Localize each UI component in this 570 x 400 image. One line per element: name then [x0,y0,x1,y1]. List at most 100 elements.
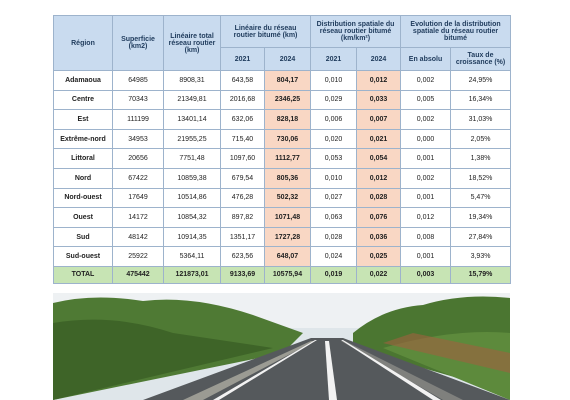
row-label: Nord-ouest [53,187,113,209]
table-cell: 67422 [112,167,164,189]
table-cell: 632,06 [220,109,265,130]
row-label: Ouest [53,207,113,228]
table-cell: 0,063 [310,207,357,228]
table-cell: 0,012 [355,167,402,189]
table-cell: 0,005 [400,89,452,111]
header-cell: Linéaire du réseau routier bitumé (km) [220,15,311,48]
table-cell: 18,52% [450,167,512,189]
table-cell: 679,54 [220,167,265,189]
table-cell: 0,028 [310,226,357,248]
table-cell: 10514,86 [163,187,221,209]
table-cell: 730,06 [264,128,311,150]
table-cell: 0,007 [355,109,402,130]
table-cell: 9133,69 [220,265,265,284]
table-cell: 0,008 [400,226,452,248]
table-cell: 2,05% [450,128,512,150]
table-cell: 0,053 [310,148,357,169]
table-row: Centre 70343 21349,81 2016,68 2346,25 0,029 0,… [53,89,512,111]
row-label: TOTAL [53,265,113,284]
table-cell: 0,003 [400,265,452,284]
table-cell: 0,025 [355,246,402,267]
table-cell: 0,022 [355,265,402,284]
table-row: Nord 67422 10859,38 679,54 805,36 0,010 0,012 0… [53,167,512,189]
table-row: Nord-ouest 17649 10514,86 476,28 502,32 0,027… [53,187,512,209]
table-cell: 8908,31 [163,70,221,91]
table-row: Littoral 20656 7751,48 1097,60 1112,77 0,053 0… [53,148,512,169]
table-cell: 0,012 [400,207,452,228]
table-cell: 48142 [112,226,164,248]
table-cell: 10859,38 [163,167,221,189]
table-cell: 15,79% [450,265,512,284]
header-cell: Evolution de la distribution spatiale du… [400,15,512,48]
table-cell: 475442 [112,265,164,284]
table-cell: 14172 [112,207,164,228]
row-label: Adamaoua [53,70,113,91]
table-cell: 0,006 [310,109,357,130]
table-cell: 897,82 [220,207,265,228]
table-cell: 0,019 [310,265,357,284]
table-cell: 476,28 [220,187,265,209]
table-cell: 0,012 [355,70,402,91]
header-cell: Région [53,15,113,71]
table-row: Extrême-nord 34953 21955,25 715,40 730,06 0,0… [53,128,512,150]
road-photo [53,293,510,400]
row-label: Littoral [53,148,113,169]
table-cell: 5,47% [450,187,512,209]
table-cell: 21349,81 [163,89,221,111]
table-cell: 715,40 [220,128,265,150]
table-cell: 13401,14 [163,109,221,130]
table-cell: 27,84% [450,226,512,248]
row-label: Sud-ouest [53,246,113,267]
table-cell: 502,32 [264,187,311,209]
header-cell: En absolu [400,47,452,71]
table-row: Sud 48142 10914,35 1351,17 1727,28 0,028 0,036… [53,226,512,248]
table-cell: 1097,60 [220,148,265,169]
table-cell: 0,001 [400,148,452,169]
table-cell: 0,002 [400,70,452,91]
table-cell: 31,03% [450,109,512,130]
table-cell: 111199 [112,109,164,130]
table-cell: 0,076 [355,207,402,228]
table-cell: 1,38% [450,148,512,169]
table-cell: 2016,68 [220,89,265,111]
table-cell: 24,95% [450,70,512,91]
table-cell: 805,36 [264,167,311,189]
table-cell: 0,033 [355,89,402,111]
table-cell: 643,58 [220,70,265,91]
header-cell: Taux de croissance (%) [450,47,512,71]
table-cell: 623,56 [220,246,265,267]
table-cell: 121873,01 [163,265,221,284]
table-cell: 1112,77 [264,148,311,169]
data-table: Région Superficie (km2) Linéaire total r… [53,15,512,284]
row-label: Centre [53,89,113,111]
table-cell: 5364,11 [163,246,221,267]
table-cell: 10575,94 [264,265,311,284]
table-cell: 10854,32 [163,207,221,228]
table-cell: 0,001 [400,246,452,267]
row-label: Sud [53,226,113,248]
table-cell: 0,010 [310,70,357,91]
header-cell: Distribution spatiale du réseau routier … [309,15,402,48]
header-cell: Superficie (km2) [112,15,164,71]
table-cell: 10914,35 [163,226,221,248]
table-cell: 21955,25 [163,128,221,150]
table-cell: 0,054 [355,148,402,169]
table-cell: 25922 [112,246,164,267]
table-cell: 3,93% [450,246,512,267]
table-cell: 34953 [112,128,164,150]
table-cell: 20656 [112,148,164,169]
table-cell: 0,029 [310,89,357,111]
header-cell: 2021 [220,47,265,71]
row-label: Nord [53,167,113,189]
table-cell: 1351,17 [220,226,265,248]
header-cell: 2024 [264,47,311,71]
header-cell: 2021 [310,47,357,71]
table-row: Sud-ouest 25922 5364,11 623,56 648,07 0,024 0,… [53,246,512,267]
table-cell: 0,002 [400,167,452,189]
row-label: Extrême-nord [53,128,113,150]
table-cell: 828,18 [264,109,311,130]
table-cell: 0,002 [400,109,452,130]
header-cell: Linéaire total réseau routier (km) [163,15,221,71]
table-cell: 1727,28 [264,226,311,248]
